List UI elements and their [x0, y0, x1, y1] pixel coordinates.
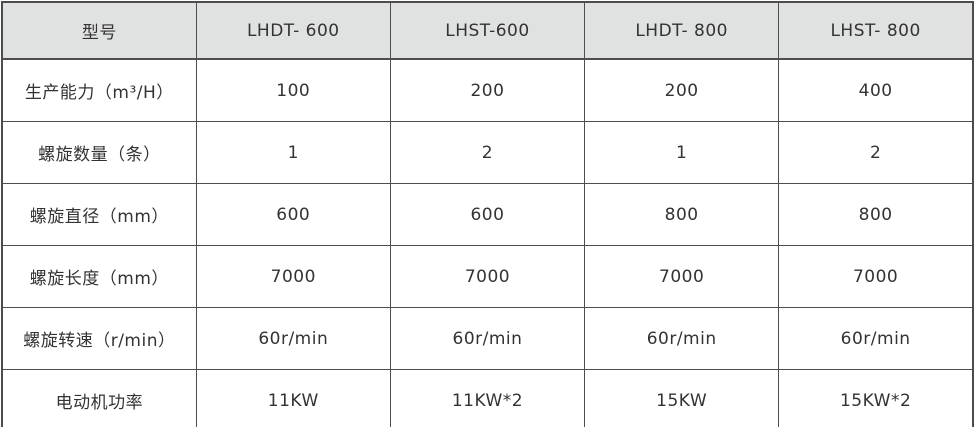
table-row-screw-count: 螺旋数量（条） 1 2 1 2	[1, 121, 974, 184]
value-cell: 800	[778, 183, 974, 246]
row-label-cell: 螺旋长度（mm）	[1, 245, 197, 308]
value-cell: 200	[584, 58, 780, 122]
value-cell: 1	[584, 121, 780, 184]
value-cell: 11KW	[195, 369, 391, 427]
row-label-cell: 螺旋转速（r/min）	[1, 307, 197, 370]
value-cell: 2	[778, 121, 974, 184]
value-cell: 200	[389, 58, 586, 122]
header-cell-model-label: 型号	[1, 1, 197, 60]
value-cell: 15KW	[584, 369, 780, 427]
value-cell: 600	[195, 183, 391, 246]
spec-table-body: 生产能力（m³/H） 100 200 200 400 螺旋数量（条） 1 2 1…	[1, 58, 974, 427]
value-cell: 7000	[584, 245, 780, 308]
value-cell: 7000	[778, 245, 974, 308]
spec-table-head: 型号 LHDT- 600 LHST-600 LHDT- 800 LHST- 80…	[1, 1, 974, 60]
header-cell-lhst-800: LHST- 800	[778, 1, 974, 60]
table-row-motor-power: 电动机功率 11KW 11KW*2 15KW 15KW*2	[1, 369, 974, 427]
value-cell: 60r/min	[778, 307, 974, 370]
row-label-cell: 螺旋直径（mm）	[1, 183, 197, 246]
header-row: 型号 LHDT- 600 LHST-600 LHDT- 800 LHST- 80…	[1, 1, 974, 60]
value-cell: 2	[389, 121, 586, 184]
value-cell: 60r/min	[584, 307, 780, 370]
value-cell: 800	[584, 183, 780, 246]
value-cell: 400	[778, 58, 974, 122]
header-cell-lhdt-800: LHDT- 800	[584, 1, 780, 60]
value-cell: 7000	[195, 245, 391, 308]
table-row-screw-speed: 螺旋转速（r/min） 60r/min 60r/min 60r/min 60r/…	[1, 307, 974, 370]
value-cell: 7000	[389, 245, 586, 308]
table-row-screw-diameter: 螺旋直径（mm） 600 600 800 800	[1, 183, 974, 246]
value-cell: 15KW*2	[778, 369, 974, 427]
table-row-screw-length: 螺旋长度（mm） 7000 7000 7000 7000	[1, 245, 974, 308]
value-cell: 600	[389, 183, 586, 246]
value-cell: 60r/min	[389, 307, 586, 370]
value-cell: 1	[195, 121, 391, 184]
header-cell-lhst-600: LHST-600	[389, 1, 586, 60]
row-label-cell: 螺旋数量（条）	[1, 121, 197, 184]
header-cell-lhdt-600: LHDT- 600	[195, 1, 391, 60]
table-row-capacity: 生产能力（m³/H） 100 200 200 400	[1, 58, 974, 122]
value-cell: 60r/min	[195, 307, 391, 370]
row-label-cell: 电动机功率	[1, 369, 197, 427]
value-cell: 11KW*2	[389, 369, 586, 427]
value-cell: 100	[195, 58, 391, 122]
row-label-cell: 生产能力（m³/H）	[1, 58, 197, 122]
